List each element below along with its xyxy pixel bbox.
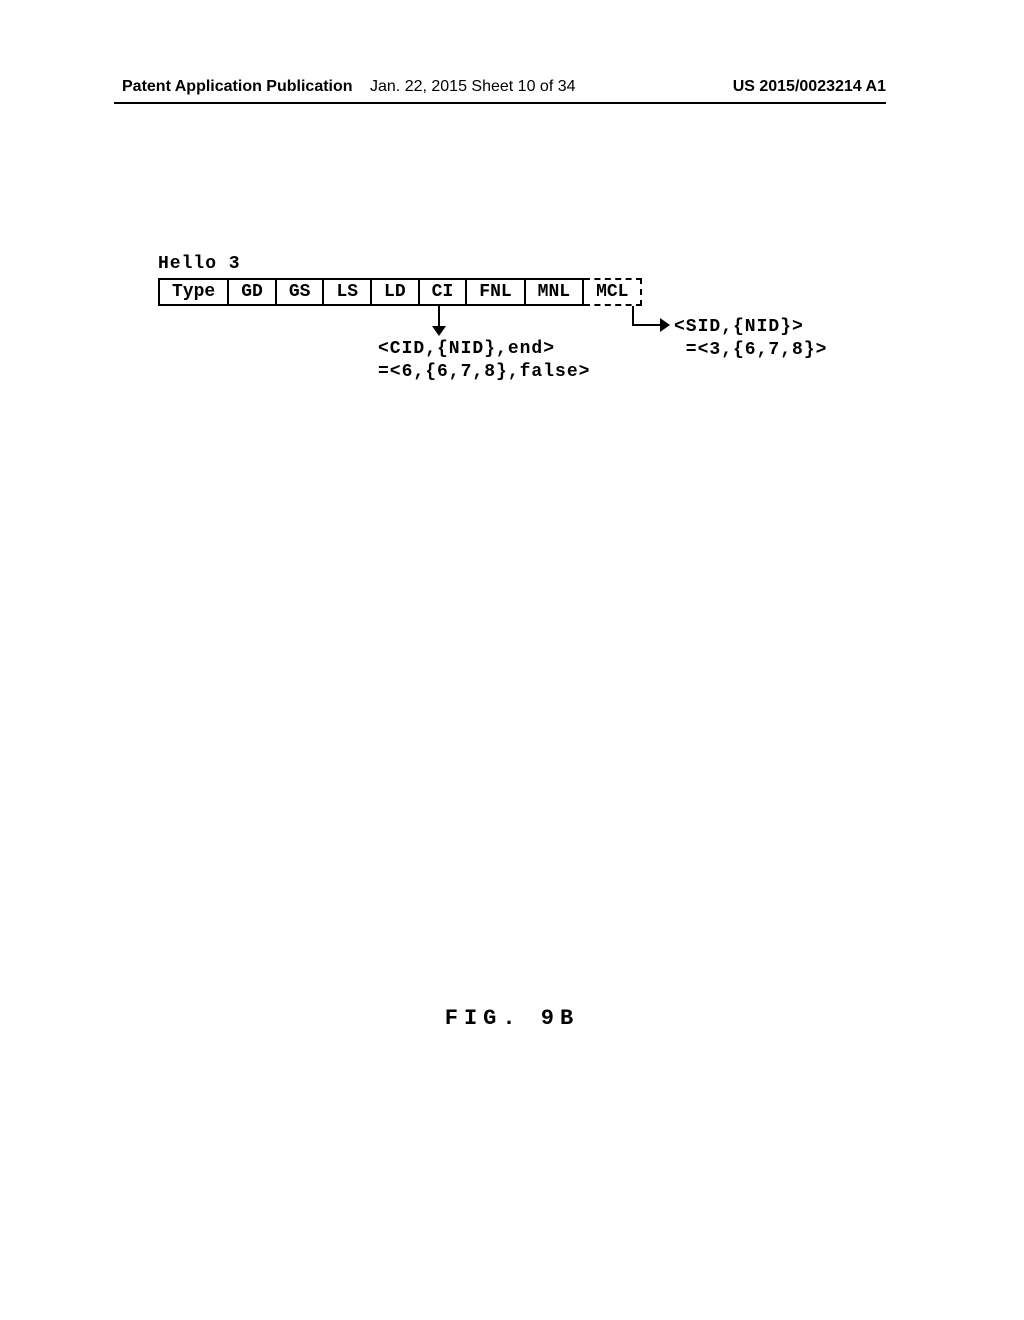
cell-ld: LD [371, 279, 419, 305]
header-divider [114, 102, 886, 104]
mcl-connector-vertical [632, 306, 634, 326]
header-center-text: Jan. 22, 2015 Sheet 10 of 34 [370, 78, 576, 96]
mcl-annotation-text: <SID,{NID}> =<3,{6,7,8}> [674, 316, 827, 363]
hello-label: Hello 3 [158, 254, 241, 274]
header-right-text: US 2015/0023214 A1 [733, 78, 886, 96]
packet-structure-table: Type GD GS LS LD CI FNL MNL MCL [158, 278, 642, 306]
cell-mnl: MNL [525, 279, 583, 305]
cell-type: Type [159, 279, 228, 305]
cell-ls: LS [323, 279, 371, 305]
cell-gd: GD [228, 279, 276, 305]
cell-ci: CI [419, 279, 467, 305]
cell-mcl: MCL [583, 279, 641, 305]
cell-gs: GS [276, 279, 324, 305]
ci-arrow-head-icon [432, 326, 446, 336]
cell-fnl: FNL [466, 279, 524, 305]
mcl-arrow-head-icon [660, 318, 670, 332]
ci-annotation-text: <CID,{NID},end> =<6,{6,7,8},false> [378, 338, 590, 385]
header-left-text: Patent Application Publication [122, 78, 353, 96]
figure-caption: FIG. 9B [0, 1006, 1024, 1031]
